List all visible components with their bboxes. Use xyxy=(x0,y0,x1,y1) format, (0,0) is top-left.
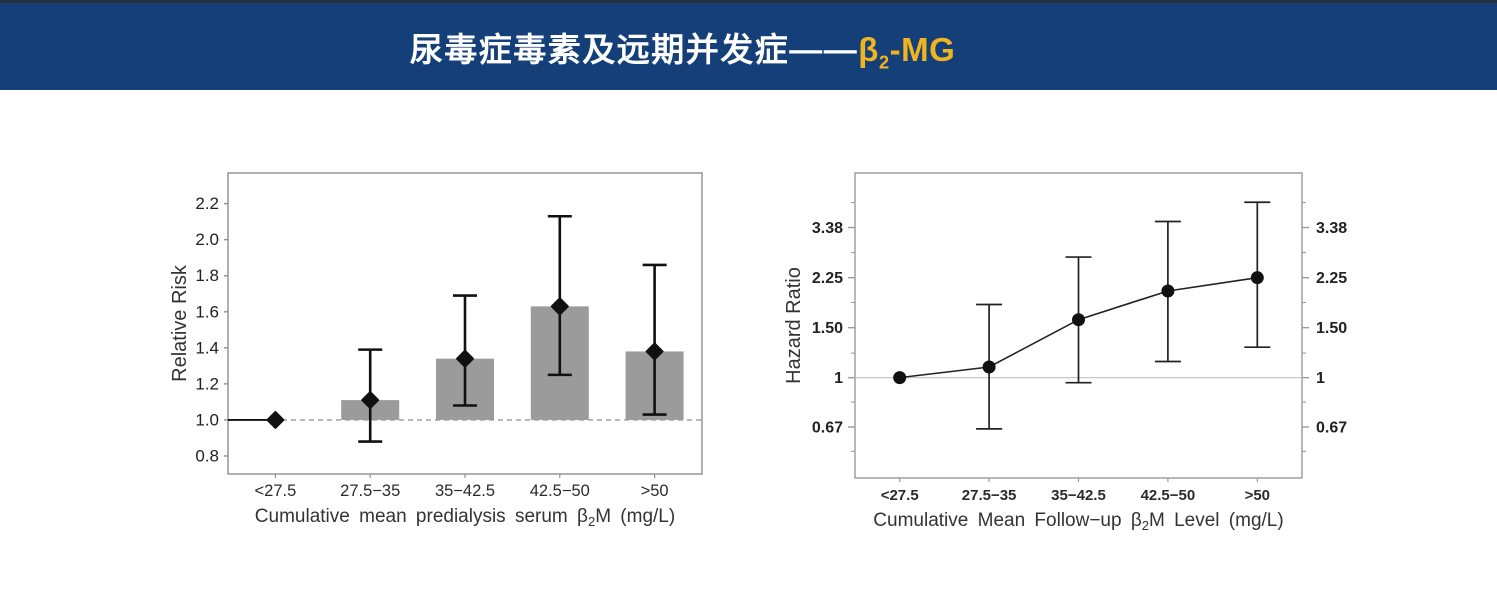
y-tick-label-right: 1.50 xyxy=(1316,320,1347,337)
x-category-label: 35−42.5 xyxy=(435,482,495,500)
charts-area: 0.8 1.0 1.2 1.4 1.6 1.8 2.0 2.2 Relative Risk <27… xyxy=(0,90,1497,596)
x-category-label: 35−42.5 xyxy=(1051,487,1106,504)
error-bars xyxy=(976,201,1271,430)
y-axis-title: Hazard Ratio xyxy=(783,267,805,384)
data-point xyxy=(1250,271,1264,285)
data-point xyxy=(893,371,907,385)
y-tick-label: 0.8 xyxy=(195,446,219,465)
title-beta-subscript: 2 xyxy=(878,51,890,73)
y-axis-title: Relative Risk xyxy=(169,264,191,382)
data-point xyxy=(982,360,996,374)
data-points xyxy=(266,297,664,429)
x-category-label: >50 xyxy=(641,482,669,500)
y-tick-label: 2.0 xyxy=(195,230,219,249)
header-banner: 尿毒症毒素及远期并发症——β2-MG xyxy=(0,0,1497,90)
x-category-label: 42.5−50 xyxy=(530,482,590,500)
data-points xyxy=(893,271,1264,385)
title-beta: β xyxy=(858,30,879,68)
y-tick-label: 0.67 xyxy=(812,420,843,437)
y-tick-label-right: 0.67 xyxy=(1316,420,1347,437)
x-category-label: 27.5−35 xyxy=(340,482,400,500)
y-tick-label: 1.50 xyxy=(812,320,843,337)
relative-risk-vs-predialysis-b2m-svg: 0.8 1.0 1.2 1.4 1.6 1.8 2.0 2.2 Relative Risk <27… xyxy=(169,172,703,529)
x-category-label: <27.5 xyxy=(881,487,919,504)
y-tick-label: 1.4 xyxy=(195,338,219,357)
title-mg: -MG xyxy=(889,30,956,68)
y-tick-label-right: 2.25 xyxy=(1316,270,1347,287)
x-axis: <27.5 27.5−35 35−42.5 42.5−50 >50 xyxy=(881,478,1270,504)
hazard-ratio-vs-followup-b2m-svg: 0.67 0.67 1 1 1.50 1.50 2.25 2.25 3.38 3.38 Hazard… xyxy=(783,172,1347,533)
error-bars xyxy=(358,214,667,443)
x-category-label: >50 xyxy=(1245,487,1270,504)
y-tick-label: 1.8 xyxy=(195,266,219,285)
title-main-text: 尿毒症毒素及远期并发症—— xyxy=(409,30,859,68)
y-tick-label-right: 3.38 xyxy=(1316,220,1347,237)
y-tick-label: 2.2 xyxy=(195,194,219,213)
data-point xyxy=(645,342,664,361)
relative-risk-bar-chart: 0.8 1.0 1.2 1.4 1.6 1.8 2.0 2.2 Relative Risk <27… xyxy=(160,158,740,540)
x-axis-title: Cumulative Mean Follow−up β2M Level (mg/… xyxy=(873,510,1283,533)
y-tick-label: 1 xyxy=(834,370,843,387)
data-point xyxy=(456,349,474,368)
data-point xyxy=(550,297,569,316)
y-tick-label: 1.6 xyxy=(195,302,219,321)
title-highlight: β2-MG xyxy=(858,30,956,71)
y-tick-label: 1.0 xyxy=(195,410,219,429)
y-tick-label: 1.2 xyxy=(195,374,219,393)
y-tick-label: 2.25 xyxy=(812,270,843,287)
data-point xyxy=(1161,284,1175,298)
y-tick-label: 3.38 xyxy=(812,220,843,237)
x-axis-title: Cumulative mean predialysis serum β2M (m… xyxy=(255,506,675,529)
hazard-ratio-line-chart: 0.67 0.67 1 1 1.50 1.50 2.25 2.25 3.38 3.38 Hazard… xyxy=(770,158,1370,540)
data-point xyxy=(361,391,380,410)
x-category-label: <27.5 xyxy=(255,482,297,500)
x-axis: <27.5 27.5−35 35−42.5 42.5−50 >50 xyxy=(255,474,669,500)
slide-title: 尿毒症毒素及远期并发症——β2-MG xyxy=(410,23,956,71)
y-tick-label-right: 1 xyxy=(1316,370,1325,387)
y-axis: 0.67 0.67 1 1 1.50 1.50 2.25 2.25 3.38 3.38 xyxy=(812,201,1347,452)
x-category-label: 27.5−35 xyxy=(962,487,1017,504)
data-point xyxy=(266,410,285,429)
data-point xyxy=(1072,313,1085,327)
x-category-label: 42.5−50 xyxy=(1141,487,1196,504)
y-axis: 0.8 1.0 1.2 1.4 1.6 1.8 2.0 2.2 xyxy=(195,194,228,465)
